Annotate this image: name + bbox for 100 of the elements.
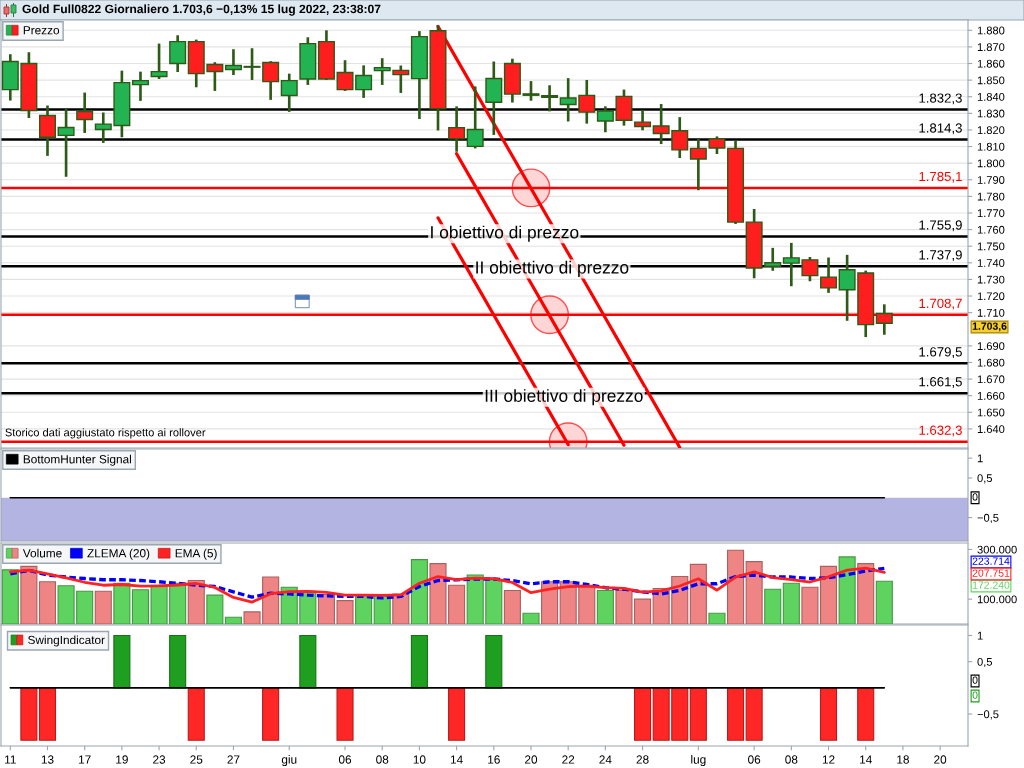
ref-line-label: 1.661,5: [919, 377, 962, 388]
bar: [410, 559, 428, 624]
ref-line-label: 1.832,3: [919, 93, 962, 105]
y-tick-label: 0,5: [977, 474, 993, 484]
text: 0: [972, 691, 978, 699]
annotation: II obiettivo di prezzo: [476, 260, 629, 278]
ref-line-label: 1.737,9: [919, 250, 962, 262]
y-tick-label: 1.860: [977, 59, 1005, 68]
bar: [522, 612, 540, 624]
x-tick-label: 22: [562, 755, 575, 764]
x-tick-label: 14: [860, 755, 872, 764]
legend-label: SwingIndicator: [28, 635, 105, 647]
text: 1.703,6: [972, 322, 1007, 332]
x-tick-label: 14: [450, 755, 463, 764]
x-tick-label: 24: [599, 755, 612, 764]
candlestick: [634, 108, 652, 132]
x-tick-label: 18: [897, 755, 909, 764]
ref-line-label: 1.755,9: [919, 220, 962, 232]
legend-label: ZLEMA (20): [87, 548, 150, 560]
bar: [764, 588, 782, 624]
text: 0: [972, 676, 978, 684]
candlestick: [76, 91, 94, 135]
y-tick-label: 1.770: [977, 209, 1005, 218]
y-tick-label: 1.670: [977, 375, 1005, 384]
candlestick: [224, 47, 242, 77]
y-tick-label: 1.680: [977, 358, 1005, 367]
y-tick-label: 1.720: [977, 292, 1005, 301]
ref-line-label: 1.679,5: [919, 347, 962, 359]
y-tick-label: −0,5: [977, 710, 999, 720]
x-tick-label: 20: [934, 755, 947, 764]
bar: [187, 579, 205, 624]
y-tick-label: 1.730: [977, 275, 1005, 284]
chart-title: Gold Full0822 Giornaliero 1.703,6 −0,13% 15 lug 2022, 23:38:07: [22, 4, 381, 16]
annotation: III obiettivo di prezzo: [485, 389, 643, 406]
candlestick: [38, 104, 56, 158]
y-tick-label: 1.850: [977, 76, 1005, 85]
y-tick-label: 1.870: [977, 43, 1005, 52]
bar: [392, 593, 410, 624]
ref-line-label: 1.814,3: [919, 123, 962, 135]
bar: [94, 590, 112, 624]
candlestick: [485, 60, 503, 137]
y-tick-label: 1.780: [977, 192, 1005, 201]
text: 223.714: [972, 557, 1010, 565]
x-tick-label: lug: [691, 755, 706, 767]
x-tick-label: 27: [227, 755, 240, 764]
candlestick: [169, 33, 187, 74]
x-tick-label: 06: [338, 755, 352, 764]
annotation: I obiettivo di prezzo: [431, 225, 579, 242]
ref-line-label: 1.632,3: [919, 425, 962, 437]
legend-label: Prezzo: [23, 26, 60, 35]
y-tick-label: 1.740: [977, 259, 1005, 267]
y-tick-label: 1.880: [977, 26, 1005, 35]
text: 207.751: [972, 569, 1010, 577]
y-tick-label: 1.810: [977, 142, 1005, 151]
y-tick-label: 100.000: [977, 595, 1017, 604]
y-tick-label: 1: [977, 631, 983, 640]
x-tick-label: 23: [153, 755, 166, 764]
bar: [875, 580, 893, 624]
candlestick: [466, 85, 484, 150]
y-tick-label: 1.760: [977, 225, 1005, 234]
ref-line-label: 1.708,7: [919, 298, 962, 310]
candlestick: [541, 83, 559, 113]
x-tick-label: 17: [79, 755, 91, 764]
bar: [503, 589, 521, 624]
y-tick-label: 1.790: [977, 176, 1005, 184]
y-tick-label: 1.830: [977, 109, 1005, 118]
y-tick-label: 1.820: [977, 126, 1005, 135]
x-tick-label: 13: [41, 755, 54, 764]
x-tick-label: 20: [525, 755, 538, 764]
y-tick-label: 1.660: [977, 391, 1005, 400]
y-tick-label: 300.000: [977, 545, 1017, 554]
y-tick-label: −0,5: [977, 513, 999, 524]
y-tick-label: 1.840: [977, 93, 1005, 101]
legend-label: EMA (5): [175, 548, 217, 560]
candlestick: [875, 303, 893, 337]
x-tick-label: 12: [822, 755, 835, 764]
candlestick: [57, 107, 75, 179]
candlestick: [820, 256, 838, 295]
bar: [596, 589, 614, 624]
bar: [782, 582, 800, 624]
bar: [708, 612, 726, 624]
y-tick-label: 1.650: [977, 408, 1005, 417]
ref-line-label: 1.785,1: [919, 171, 962, 183]
x-tick-label: 11: [5, 755, 16, 764]
x-tick-label: 25: [190, 755, 203, 764]
x-tick-label: 06: [748, 755, 761, 764]
text: 172.240: [972, 581, 1010, 589]
x-tick-label: 28: [636, 755, 649, 764]
candlestick: [280, 72, 298, 114]
y-tick-label: 1.640: [977, 425, 1005, 434]
x-tick-label: 08: [376, 755, 389, 764]
x-tick-label: 19: [116, 755, 128, 764]
x-tick-label: giu: [281, 755, 297, 767]
x-tick-label: 08: [785, 755, 798, 764]
y-tick-label: 1.800: [977, 159, 1005, 168]
y-tick-label: 0,5: [977, 657, 993, 668]
bar: [689, 563, 707, 624]
legend-label: Volume: [22, 548, 62, 558]
x-tick-label: 16: [488, 755, 500, 764]
candlestick: [131, 70, 149, 103]
